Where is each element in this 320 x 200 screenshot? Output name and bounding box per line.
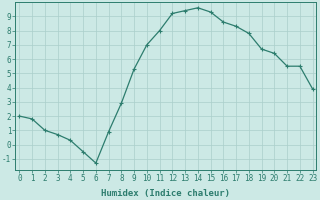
X-axis label: Humidex (Indice chaleur): Humidex (Indice chaleur) bbox=[101, 189, 230, 198]
